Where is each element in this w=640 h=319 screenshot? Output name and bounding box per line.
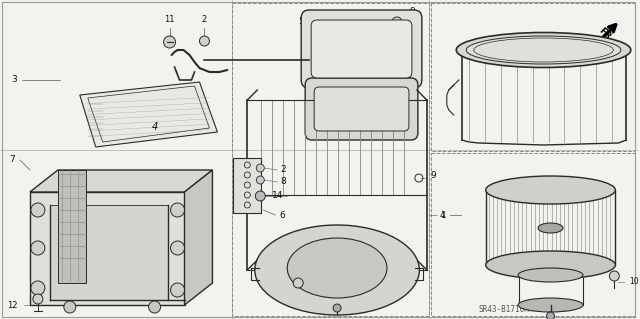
Circle shape <box>609 271 620 281</box>
Text: 9: 9 <box>409 8 415 17</box>
Circle shape <box>170 241 184 255</box>
Text: 14: 14 <box>271 191 283 201</box>
FancyBboxPatch shape <box>311 20 412 78</box>
Ellipse shape <box>262 255 412 285</box>
Text: 5: 5 <box>298 18 304 26</box>
Circle shape <box>164 36 175 48</box>
Ellipse shape <box>255 225 419 315</box>
Text: 8: 8 <box>280 177 286 187</box>
Ellipse shape <box>518 268 583 282</box>
Polygon shape <box>50 205 168 300</box>
Circle shape <box>333 304 341 312</box>
Bar <box>431 153 636 316</box>
Text: 1: 1 <box>441 211 447 219</box>
Ellipse shape <box>486 176 615 204</box>
Text: 4: 4 <box>152 122 157 132</box>
Circle shape <box>255 191 266 201</box>
Polygon shape <box>80 82 218 147</box>
Text: 2: 2 <box>202 15 207 24</box>
Circle shape <box>31 281 45 295</box>
Circle shape <box>170 203 184 217</box>
Text: 7: 7 <box>9 155 15 165</box>
Circle shape <box>170 283 184 297</box>
Polygon shape <box>30 170 212 192</box>
Circle shape <box>392 17 402 27</box>
Polygon shape <box>184 170 212 305</box>
Text: 3: 3 <box>11 76 17 85</box>
Circle shape <box>31 241 45 255</box>
Ellipse shape <box>538 223 563 233</box>
FancyBboxPatch shape <box>305 78 418 140</box>
Circle shape <box>200 36 209 46</box>
Ellipse shape <box>518 298 583 312</box>
Ellipse shape <box>287 238 387 298</box>
Circle shape <box>256 164 264 172</box>
Circle shape <box>547 312 554 319</box>
Circle shape <box>64 301 76 313</box>
Text: 2: 2 <box>280 166 286 174</box>
Polygon shape <box>58 170 86 283</box>
Polygon shape <box>30 192 184 305</box>
Text: 6: 6 <box>280 211 285 219</box>
Bar <box>317 38 357 68</box>
Text: 9: 9 <box>430 170 436 180</box>
Bar <box>234 158 261 213</box>
Bar <box>232 3 429 316</box>
Circle shape <box>293 278 303 288</box>
Text: 11: 11 <box>164 15 175 24</box>
Bar <box>431 3 636 151</box>
Circle shape <box>148 301 161 313</box>
Bar <box>321 42 353 64</box>
Text: 4: 4 <box>440 211 445 219</box>
FancyBboxPatch shape <box>314 87 409 131</box>
Ellipse shape <box>486 251 615 279</box>
Ellipse shape <box>456 33 631 68</box>
Ellipse shape <box>467 36 621 64</box>
Circle shape <box>256 176 264 184</box>
Text: 10: 10 <box>630 278 639 286</box>
Text: SR43-B1710A: SR43-B1710A <box>479 306 529 315</box>
FancyBboxPatch shape <box>301 10 422 88</box>
Text: 12: 12 <box>6 300 17 309</box>
Circle shape <box>33 294 43 304</box>
Text: FR.: FR. <box>596 26 614 44</box>
Circle shape <box>31 203 45 217</box>
Text: 13: 13 <box>296 300 307 309</box>
